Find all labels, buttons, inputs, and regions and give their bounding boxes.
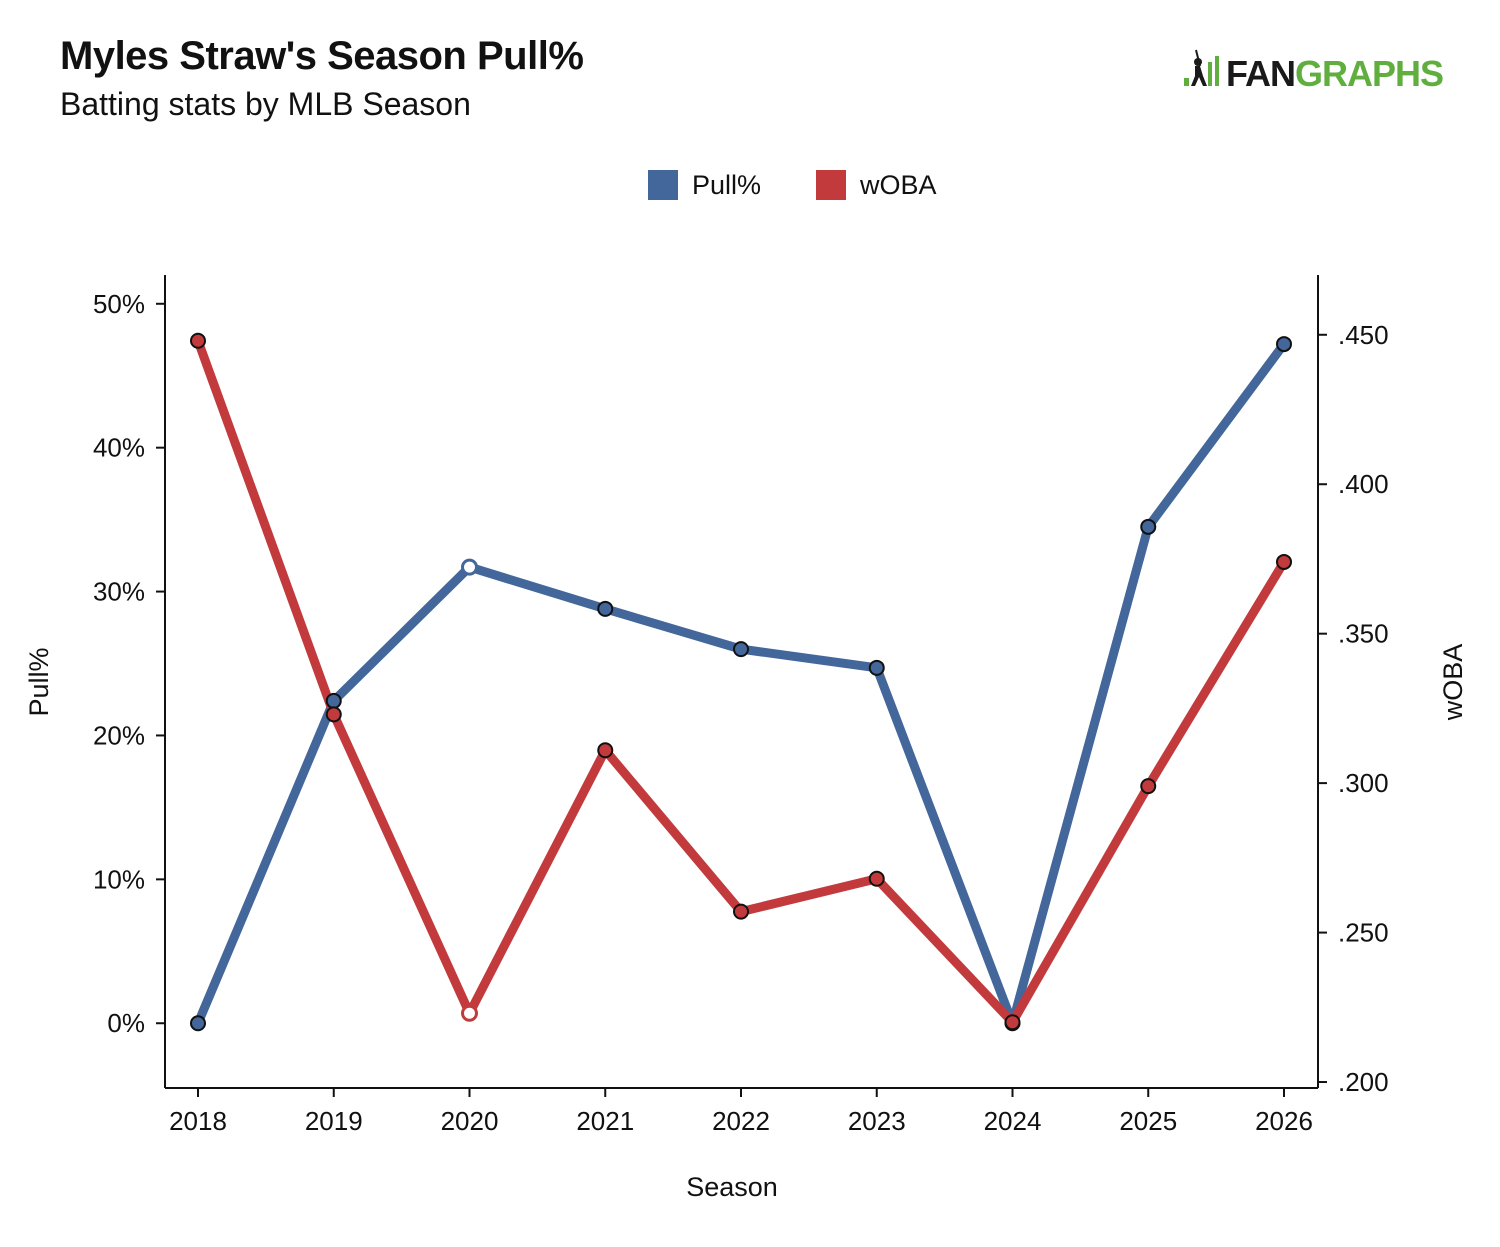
y-right-tick-label: .200	[1338, 1067, 1389, 1097]
y-axis-right-label: wOBA	[1438, 644, 1468, 722]
data-point-pull	[190, 1015, 206, 1032]
x-axis-label: Season	[686, 1172, 778, 1202]
y-right-tick-label: .250	[1338, 918, 1389, 948]
y-left-tick-label: 0%	[107, 1008, 145, 1038]
data-point-woba	[868, 870, 885, 887]
legend-swatch-woba	[816, 170, 846, 200]
y-left-tick-label: 10%	[93, 864, 145, 894]
x-tick-label: 2026	[1255, 1106, 1313, 1136]
x-tick-label: 2020	[441, 1106, 499, 1136]
legend-label-pull: Pull%	[692, 170, 761, 200]
data-point-pull	[325, 692, 342, 709]
y-left-tick-label: 20%	[93, 720, 145, 750]
data-point-pull	[461, 558, 478, 576]
logo-text-right: GRAPHS	[1295, 53, 1443, 94]
data-point-woba	[1004, 1014, 1021, 1031]
y-left-tick-label: 50%	[93, 289, 145, 319]
legend: Pull% wOBA	[648, 170, 937, 200]
x-tick-label: 2023	[848, 1106, 906, 1136]
data-point-woba	[1276, 553, 1292, 570]
chart-subtitle: Batting stats by MLB Season	[60, 86, 471, 122]
series-line-pull	[193, 339, 1289, 1028]
y-axis-left-label: Pull%	[24, 647, 54, 716]
data-point-pull	[733, 641, 749, 658]
series-line-woba	[193, 336, 1289, 1027]
legend-label-woba: wOBA	[859, 170, 937, 200]
x-tick-label: 2022	[712, 1106, 770, 1136]
fangraphs-logo: FANGRAPHS	[1184, 49, 1444, 94]
data-point-woba	[461, 1004, 478, 1022]
data-point-woba	[190, 332, 206, 349]
y-left-tick-label: 30%	[93, 577, 145, 607]
x-tick-label: 2025	[1119, 1106, 1177, 1136]
axes: 0% 10% 20% 30% 40% 50% .200 .250 .300 .350 .400 .45…	[93, 275, 1389, 1136]
x-tick-label: 2021	[576, 1106, 634, 1136]
x-tick-label: 2018	[169, 1106, 227, 1136]
y-right-tick-label: .400	[1338, 469, 1389, 499]
x-tick-label: 2024	[984, 1106, 1042, 1136]
y-left-tick-label: 40%	[93, 433, 145, 463]
data-point-woba	[597, 742, 614, 759]
series-layer	[190, 332, 1292, 1032]
data-point-pull	[597, 600, 614, 617]
data-point-pull	[1140, 518, 1157, 535]
logo-text-left: FAN	[1226, 53, 1295, 94]
data-point-woba	[1140, 778, 1157, 795]
y-right-tick-label: .350	[1338, 619, 1389, 649]
batter-icon	[1184, 49, 1219, 86]
data-point-pull	[868, 659, 885, 676]
data-point-woba	[733, 903, 749, 920]
data-point-woba	[325, 706, 342, 723]
chart-title: Myles Straw's Season Pull%	[60, 34, 584, 78]
svg-text:FANGRAPHS: FANGRAPHS	[1226, 53, 1443, 94]
y-right-tick-label: .450	[1338, 320, 1389, 350]
legend-swatch-pull	[648, 170, 678, 200]
y-right-tick-label: .300	[1338, 768, 1389, 798]
x-tick-label: 2019	[305, 1106, 363, 1136]
data-point-pull	[1276, 336, 1292, 353]
